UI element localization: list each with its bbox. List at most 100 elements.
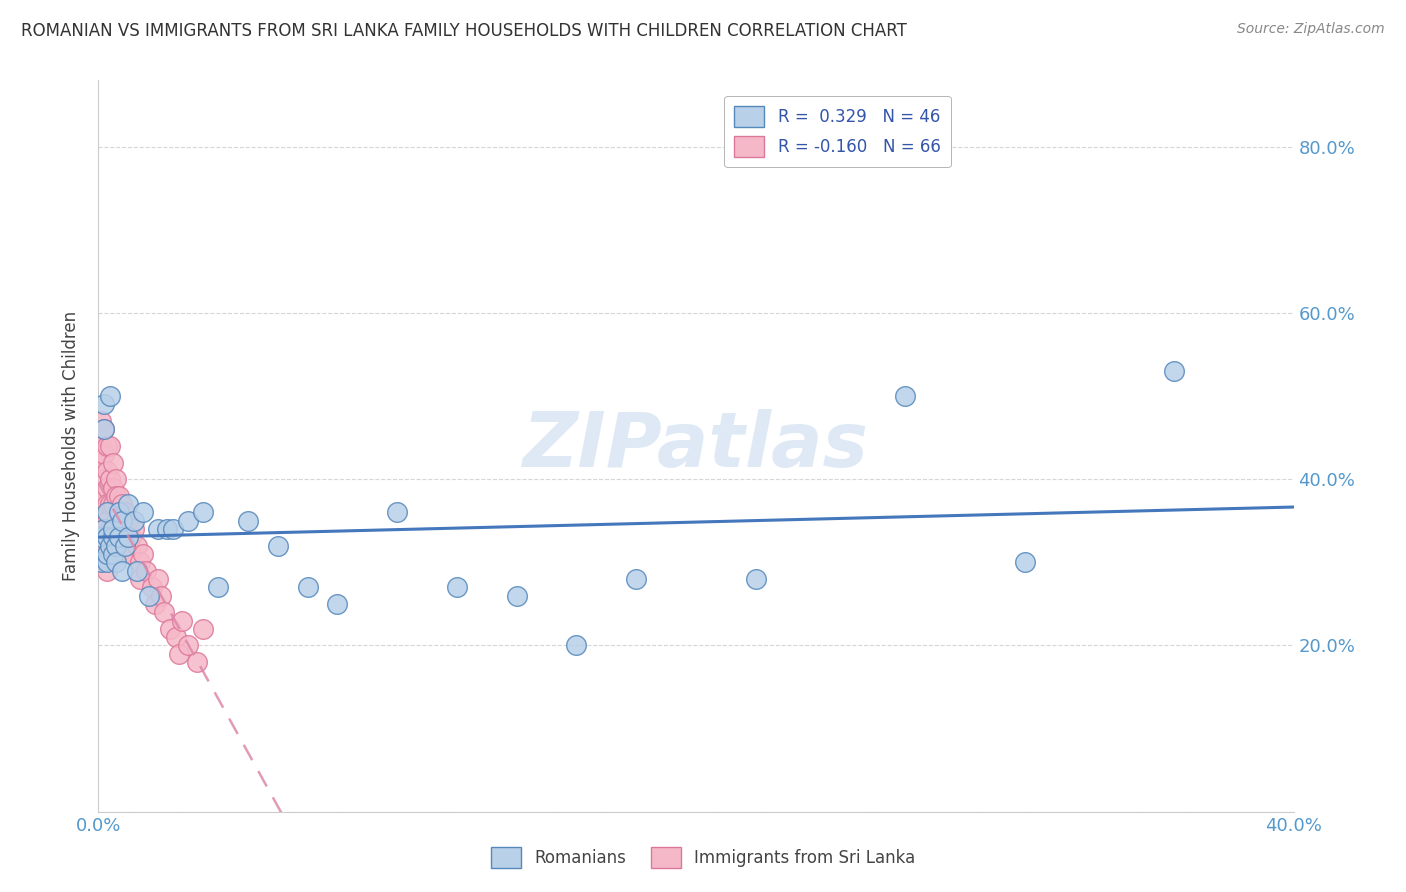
Point xyxy=(143,597,166,611)
Point xyxy=(177,639,200,653)
Point xyxy=(98,472,122,486)
Point xyxy=(132,547,155,561)
Point xyxy=(98,497,122,511)
Point xyxy=(90,555,112,569)
Point xyxy=(103,497,125,511)
Point xyxy=(385,506,409,520)
Point xyxy=(894,389,917,403)
Point xyxy=(93,447,115,461)
Point xyxy=(108,489,131,503)
Point xyxy=(1163,364,1185,378)
Point xyxy=(103,530,125,544)
Point xyxy=(105,539,128,553)
Point xyxy=(153,605,176,619)
Point xyxy=(127,564,149,578)
Point xyxy=(93,506,115,520)
Point xyxy=(90,414,112,428)
Point xyxy=(90,447,112,461)
Point xyxy=(132,506,155,520)
Point xyxy=(90,506,112,520)
Point xyxy=(96,481,118,495)
Point xyxy=(96,530,118,544)
Point xyxy=(124,522,146,536)
Point xyxy=(96,547,118,561)
Point xyxy=(96,506,118,520)
Point xyxy=(103,481,125,495)
Legend: R =  0.329   N = 46, R = -0.160   N = 66: R = 0.329 N = 46, R = -0.160 N = 66 xyxy=(724,96,950,167)
Point xyxy=(159,622,181,636)
Point xyxy=(93,555,115,569)
Point xyxy=(111,497,134,511)
Point xyxy=(90,530,112,544)
Point xyxy=(90,489,112,503)
Point xyxy=(98,522,122,536)
Point xyxy=(96,530,118,544)
Point xyxy=(98,439,122,453)
Point xyxy=(93,422,115,436)
Text: ROMANIAN VS IMMIGRANTS FROM SRI LANKA FAMILY HOUSEHOLDS WITH CHILDREN CORRELATIO: ROMANIAN VS IMMIGRANTS FROM SRI LANKA FA… xyxy=(21,22,907,40)
Point xyxy=(114,539,136,553)
Y-axis label: Family Households with Children: Family Households with Children xyxy=(62,311,80,581)
Point xyxy=(267,539,290,553)
Point xyxy=(167,647,190,661)
Point xyxy=(96,564,118,578)
Point xyxy=(120,530,142,544)
Point xyxy=(111,514,134,528)
Point xyxy=(297,580,319,594)
Point xyxy=(326,597,349,611)
Point xyxy=(108,539,131,553)
Point xyxy=(138,589,160,603)
Point xyxy=(1014,555,1036,569)
Point xyxy=(111,564,134,578)
Point xyxy=(93,422,115,436)
Point xyxy=(120,547,142,561)
Point xyxy=(117,530,139,544)
Point xyxy=(90,456,112,470)
Point xyxy=(103,522,125,536)
Point xyxy=(156,522,179,536)
Point xyxy=(98,539,122,553)
Point xyxy=(105,514,128,528)
Point xyxy=(148,572,170,586)
Point xyxy=(96,439,118,453)
Point xyxy=(114,506,136,520)
Point xyxy=(191,506,214,520)
Point xyxy=(96,547,118,561)
Point xyxy=(111,522,134,536)
Point xyxy=(103,522,125,536)
Point xyxy=(108,530,131,544)
Point xyxy=(111,547,134,561)
Point xyxy=(96,464,118,478)
Point xyxy=(93,522,115,536)
Point xyxy=(96,497,118,511)
Point xyxy=(117,497,139,511)
Point xyxy=(127,539,149,553)
Point xyxy=(90,530,112,544)
Text: ZIPatlas: ZIPatlas xyxy=(523,409,869,483)
Point xyxy=(96,514,118,528)
Point xyxy=(626,572,648,586)
Point xyxy=(103,456,125,470)
Point xyxy=(108,506,131,520)
Point xyxy=(105,555,128,569)
Point xyxy=(148,522,170,536)
Point xyxy=(105,530,128,544)
Point xyxy=(90,439,112,453)
Point xyxy=(105,489,128,503)
Point xyxy=(114,530,136,544)
Point xyxy=(108,506,131,520)
Point xyxy=(103,547,125,561)
Point xyxy=(177,514,200,528)
Point xyxy=(207,580,229,594)
Point xyxy=(117,514,139,528)
Text: Source: ZipAtlas.com: Source: ZipAtlas.com xyxy=(1237,22,1385,37)
Point xyxy=(565,639,588,653)
Point xyxy=(93,397,115,411)
Point xyxy=(236,514,259,528)
Point xyxy=(186,655,208,669)
Point xyxy=(141,580,163,594)
Point xyxy=(129,572,152,586)
Point xyxy=(105,472,128,486)
Point xyxy=(191,622,214,636)
Point xyxy=(162,522,184,536)
